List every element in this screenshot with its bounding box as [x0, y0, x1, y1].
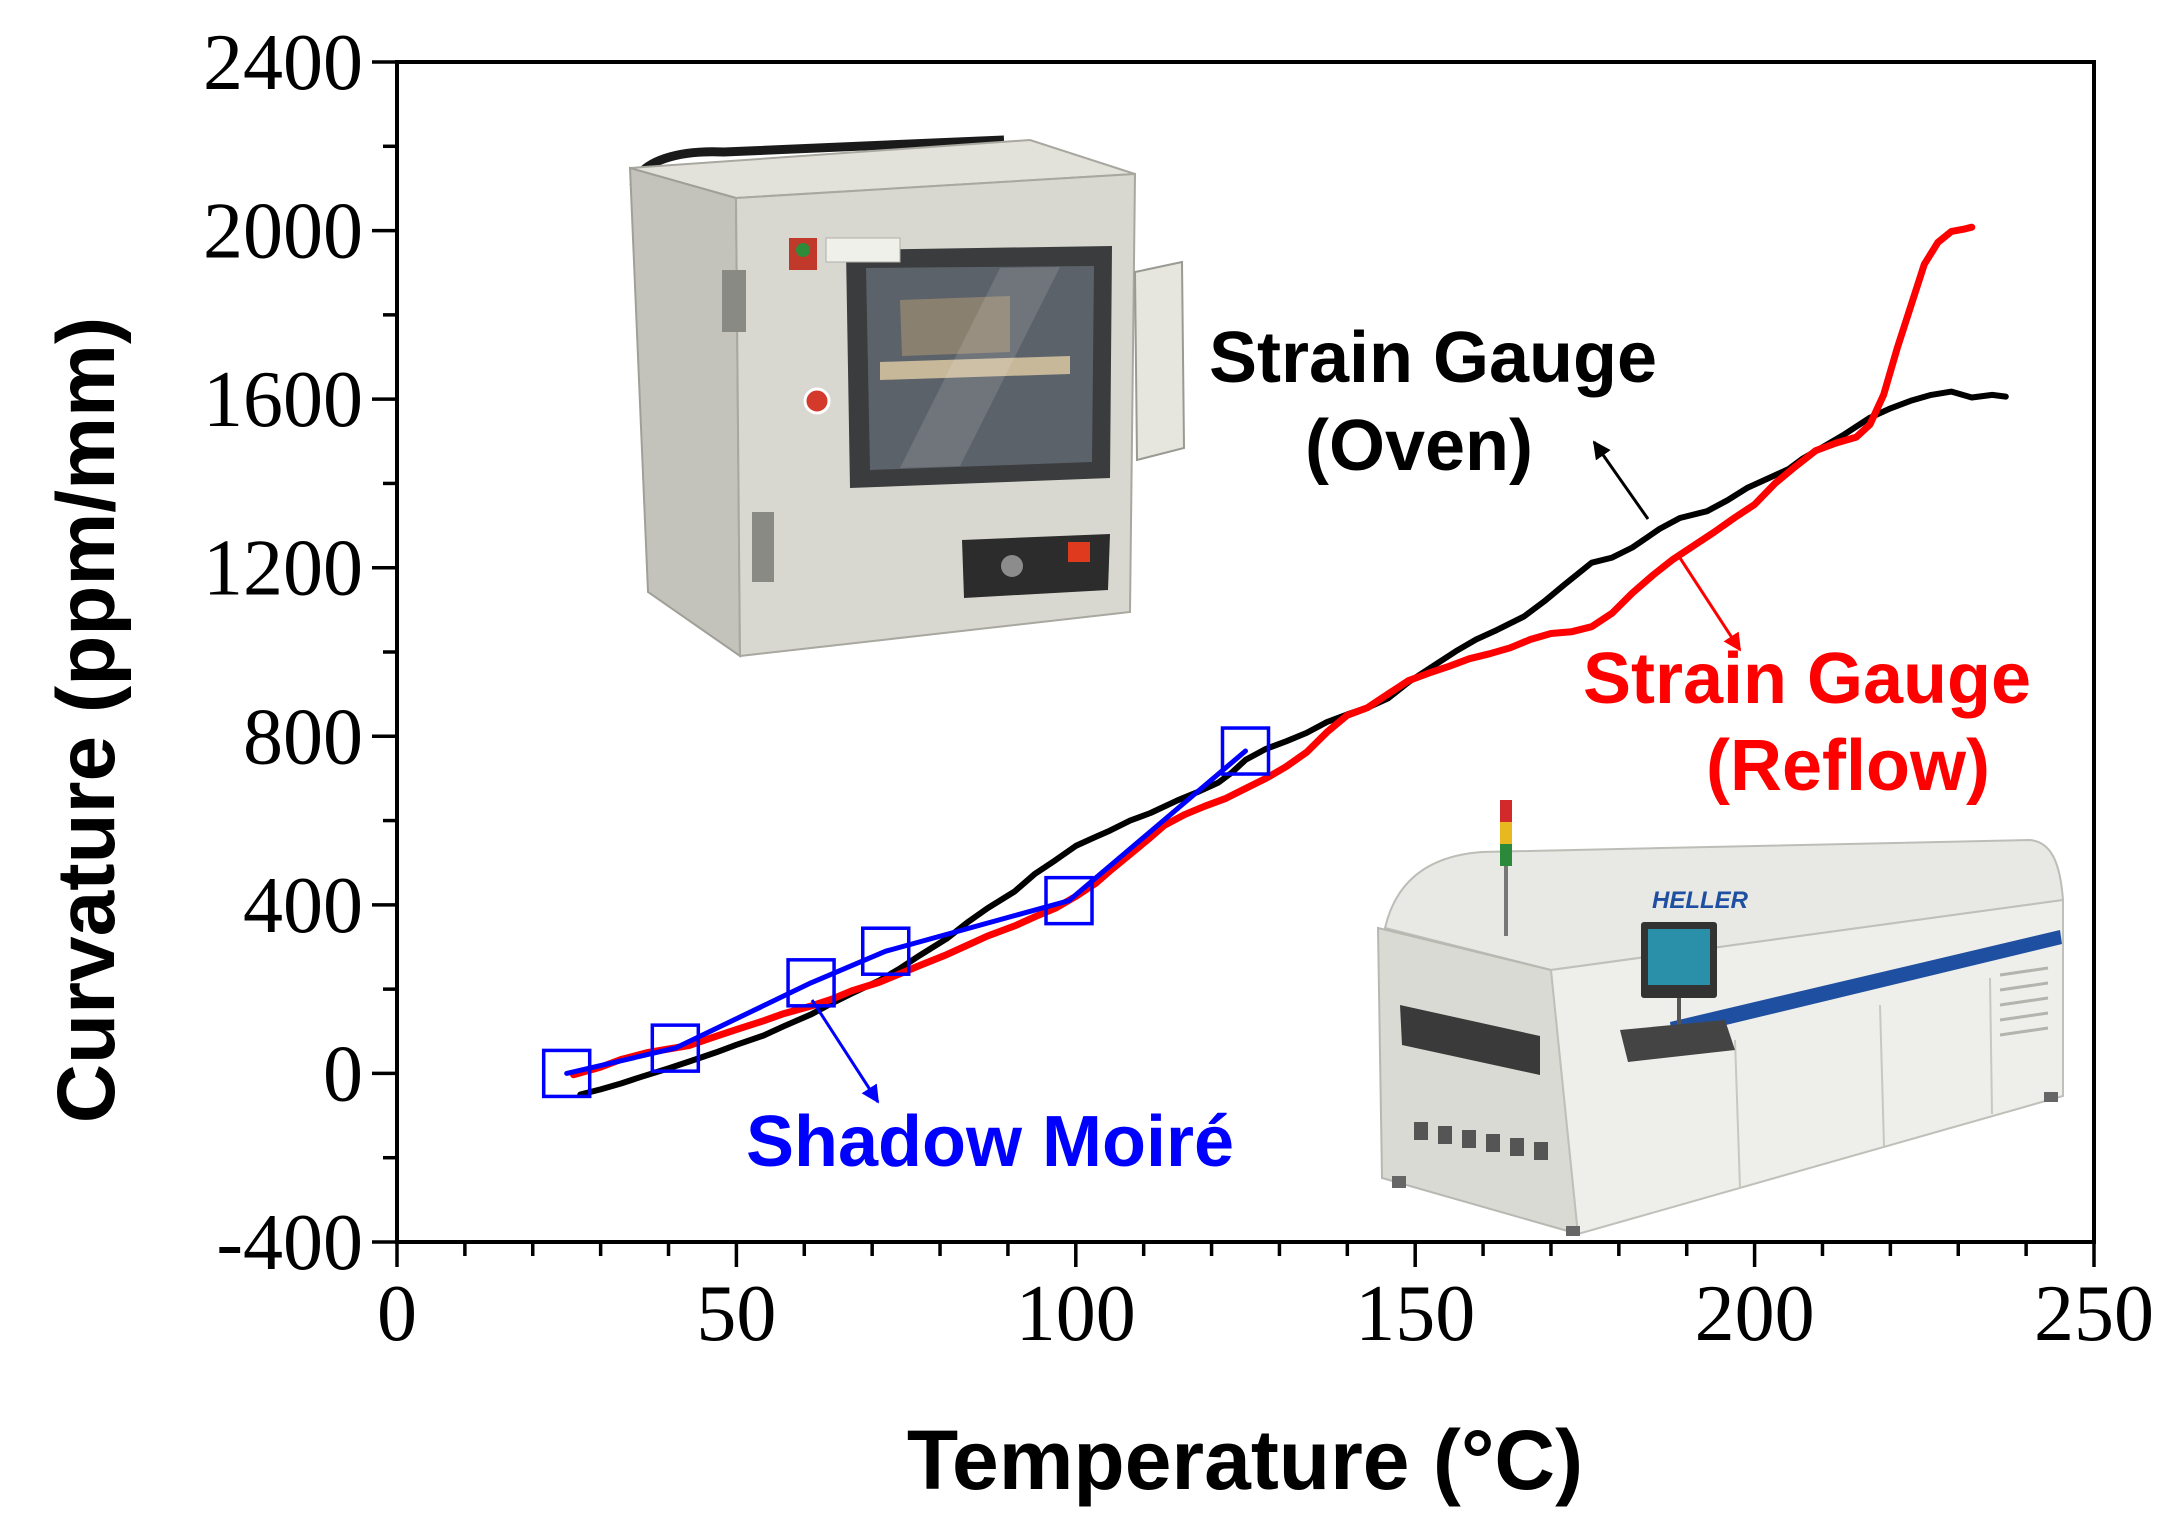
reflow-label-line-2: (Reflow): [1706, 726, 1990, 806]
reflow-oven-vent: [1438, 1126, 1452, 1144]
shadow-moire-line: [564, 748, 1248, 1076]
signal-tower-green: [1500, 844, 1512, 866]
oven-interior-shelf: [880, 356, 1070, 380]
signal-tower-pole: [1504, 866, 1508, 936]
shadow-moire-marker: [860, 926, 911, 976]
signal-tower-red: [1500, 800, 1512, 822]
y-tick-label: 2400: [203, 19, 363, 107]
oven-side-handle-panel: [1133, 260, 1186, 462]
heller-logo: HELLER: [1652, 887, 1749, 914]
y-tick-label: 1200: [203, 525, 363, 613]
reflow-oven-vent: [1462, 1130, 1476, 1148]
y-tick-label: 1600: [203, 356, 363, 444]
oven-brand-sticker-dot: [796, 243, 810, 257]
oven-label-line-2: (Oven): [1305, 406, 1533, 486]
shadow-moire-marker: [786, 958, 836, 1008]
y-axis-title: Curvature (ppm/mm): [41, 317, 132, 1123]
shadow-moire-marker: [541, 1048, 592, 1099]
x-axis-title: Temperature (°C): [907, 1413, 1583, 1507]
strain-gauge-reflow-line: [570, 223, 1976, 1079]
reflow-oven-vent: [1414, 1122, 1428, 1140]
reflow-oven-foot: [1392, 1176, 1406, 1188]
shadow-moire-annotation: Shadow Moiré: [746, 999, 1234, 1182]
oven-side-face: [628, 166, 742, 658]
shadow-moire-label: Shadow Moiré: [746, 1102, 1234, 1182]
y-tick-label: 400: [243, 862, 363, 950]
oven-arrow: [1592, 440, 1650, 520]
control-keyboard: [1620, 1020, 1735, 1062]
oven-photo: [628, 135, 1186, 658]
reflow-annotation: Strain Gauge (Reflow): [1583, 557, 2031, 806]
shadow-moire-marker: [650, 1023, 701, 1073]
shadow-moire-arrow: [810, 999, 880, 1104]
y-tick-label: -400: [216, 1199, 363, 1287]
x-tick-label: 200: [1695, 1270, 1815, 1358]
reflow-oven-vent: [1486, 1134, 1500, 1152]
reflow-oven-foot: [2044, 1092, 2058, 1102]
x-tick-label: 50: [696, 1270, 776, 1358]
oven-hinge-top: [722, 270, 746, 332]
oven-label-line-1: Strain Gauge: [1209, 318, 1657, 398]
oven-hinge-bottom: [752, 512, 774, 582]
x-tick-label: 100: [1016, 1270, 1136, 1358]
reflow-oven-conveyor-opening: [1400, 1005, 1540, 1075]
reflow-oven-panel-seam: [1879, 1004, 1885, 1147]
y-tick-label: 0: [323, 1030, 363, 1118]
x-tick-label: 250: [2034, 1270, 2154, 1358]
signal-tower-yellow: [1500, 822, 1512, 844]
oven-window-glare: [900, 267, 1060, 468]
x-tick-label: 0: [377, 1270, 417, 1358]
shadow-moire-marker: [1044, 875, 1094, 926]
reflow-oven-foot: [1566, 1226, 1580, 1236]
reflow-oven-vent: [1510, 1138, 1524, 1156]
data-series: [541, 223, 2009, 1099]
shadow-moire-marker: [1220, 726, 1271, 776]
reflow-oven-hood: [1383, 838, 2065, 972]
reflow-label-line-1: Strain Gauge: [1583, 639, 2031, 719]
oven-interior-box: [900, 296, 1010, 356]
reflow-oven-blue-stripe: [1670, 930, 2062, 1038]
reflow-oven-panel-seam: [1734, 1039, 1741, 1189]
reflow-oven-panel-seam: [1989, 977, 1993, 1115]
reflow-oven-side-vents: [1999, 966, 2049, 1037]
oven-knob: [1001, 555, 1023, 577]
reflow-oven-vent: [1534, 1142, 1548, 1160]
reflow-oven-end-face: [1376, 926, 1580, 1236]
oven-info-label: [825, 237, 901, 263]
reflow-oven-photo: HELLER: [1376, 800, 2065, 1236]
oven-power-switch: [1068, 542, 1090, 562]
control-monitor-screen: [1648, 929, 1710, 985]
oven-annotation: Strain Gauge (Oven): [1209, 318, 1657, 520]
axis-ticks: 0 50 100 150 200 250-400040080012001600200024…: [203, 19, 2154, 1358]
y-tick-label: 2000: [203, 188, 363, 276]
reflow-arrow: [1678, 557, 1742, 652]
oven-warning-sticker: [803, 387, 831, 415]
x-tick-label: 150: [1355, 1270, 1475, 1358]
y-tick-label: 800: [243, 693, 363, 781]
